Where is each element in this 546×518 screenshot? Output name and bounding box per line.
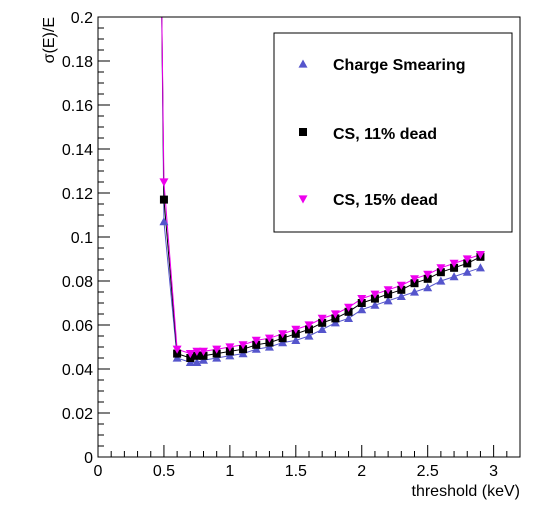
y-tick-label: 0.12 [62,186,93,203]
y-tick-label: 0.06 [62,318,93,335]
y-tick-label: 0 [84,450,93,467]
legend-box [273,32,513,233]
data-point [436,276,446,285]
y-axis-label: σ(E)/E [41,17,58,63]
legend-label-charge-smearing: Charge Smearing [333,57,465,74]
data-point [410,275,419,284]
data-point [251,336,261,345]
data-point [192,357,202,366]
series-markers [159,178,485,366]
data-point [225,343,235,352]
x-tick-label: 0 [94,463,103,480]
data-point [172,345,182,354]
y-tick-label: 0.16 [62,98,93,115]
data-point [449,259,459,268]
data-point [383,286,393,295]
data-point [449,272,459,281]
legend-label-cs-15-dead: CS, 15% dead [333,192,438,209]
x-tick-label: 1.5 [285,463,307,480]
data-point [344,313,354,322]
x-axis-label: threshold (keV) [412,483,521,500]
y-tick-label: 0.1 [71,230,93,247]
x-tick-label: 1 [225,463,234,480]
legend-marker [298,59,308,68]
data-point [423,283,433,292]
data-point [344,303,354,312]
legend-marker [299,128,307,136]
y-tick-label: 0.04 [62,362,93,379]
x-tick-label: 2 [357,463,366,480]
data-point [462,267,472,276]
data-point [383,296,393,305]
x-tick-label: 3 [489,463,498,480]
y-tick-label: 0.08 [62,274,93,291]
data-point [410,287,419,296]
y-tick-label: 0.02 [62,406,93,423]
data-point [212,345,222,354]
plot-frame [97,16,521,458]
data-point [370,290,380,299]
legend-label-cs-11-dead: CS, 11% dead [333,126,437,143]
data-point [264,334,274,343]
data-point [475,251,485,260]
data-point [330,310,340,319]
data-point [436,264,446,273]
data-point [192,347,202,356]
legend-marker [298,195,308,204]
data-point [238,341,248,350]
x-tick-label: 0.5 [153,463,175,480]
data-point [304,321,314,330]
data-point [317,314,327,323]
data-point [304,331,314,340]
data-point [396,291,406,300]
y-tick-label: 0.2 [71,10,93,27]
data-point [159,195,168,204]
data-point [185,350,195,359]
data-point [291,325,301,334]
data-point [159,178,169,187]
data-point [291,335,301,344]
data-point [370,300,380,309]
y-tick-label: 0.14 [62,142,93,159]
data-point [475,263,485,272]
data-point [317,324,327,333]
data-point [159,217,169,226]
data-point [462,255,472,264]
data-point [278,330,288,339]
tick-labels: 0 0.5 1 1.5 2 2.5 3 0 0.02 0.04 0.06 0.08 0.1 0.12 0.1… [62,10,498,480]
data-point [199,347,208,356]
data-point [423,270,433,279]
y-tick-label: 0.18 [62,54,93,71]
data-point [396,281,406,290]
x-tick-label: 2.5 [417,463,439,480]
data-point [357,305,367,314]
legend-markers [298,59,308,204]
legend: Charge Smearing CS, 11% dead CS, 15% dea… [273,32,513,233]
data-point [357,295,367,304]
axis-ticks [97,16,521,458]
